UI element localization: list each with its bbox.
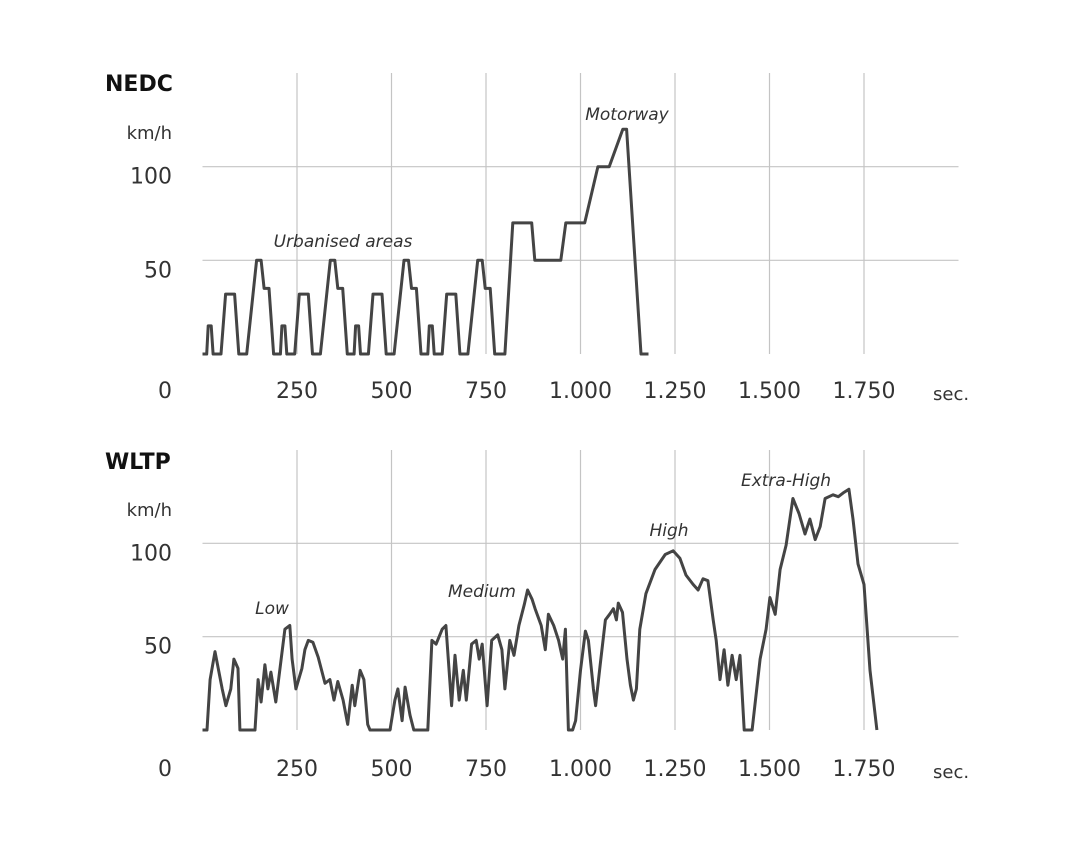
annotation: Low: [255, 599, 289, 619]
x-tick-label: 1.250: [644, 757, 707, 782]
y-tick-label: 50: [144, 635, 172, 660]
x-tick-label: 500: [371, 757, 413, 782]
x-tick-label: 500: [371, 379, 413, 404]
y-axis-label: km/h: [127, 500, 172, 521]
y-tick-label: 0: [158, 379, 172, 404]
x-tick-label: 1.750: [833, 757, 896, 782]
annotation: Extra-High: [741, 471, 831, 491]
y-tick-label: 100: [130, 165, 172, 190]
x-axis-label: sec.: [933, 384, 969, 405]
speed-line: [202, 487, 879, 732]
speed-line: [202, 127, 649, 356]
chart-title: WLTP: [105, 450, 171, 475]
x-tick-label: 1.250: [644, 379, 707, 404]
x-tick-label: 1.500: [738, 757, 801, 782]
annotation: Medium: [448, 582, 516, 602]
x-axis-label: sec.: [933, 762, 969, 783]
x-tick-label: 250: [276, 379, 318, 404]
chart-title: NEDC: [105, 72, 173, 97]
annotation: High: [649, 521, 688, 541]
x-tick-label: 1.000: [549, 379, 612, 404]
x-tick-label: 1.000: [549, 757, 612, 782]
x-tick-label: 750: [465, 379, 507, 404]
x-tick-label: 250: [276, 757, 318, 782]
annotation: Motorway: [585, 105, 669, 125]
y-axis-label: km/h: [127, 123, 172, 144]
annotation: Urbanised areas: [274, 232, 413, 252]
x-tick-label: 1.500: [738, 379, 801, 404]
x-tick-label: 750: [465, 757, 507, 782]
x-tick-label: 1.750: [833, 379, 896, 404]
y-tick-label: 50: [144, 258, 172, 283]
y-tick-label: 100: [130, 541, 172, 566]
y-tick-label: 0: [158, 757, 172, 782]
